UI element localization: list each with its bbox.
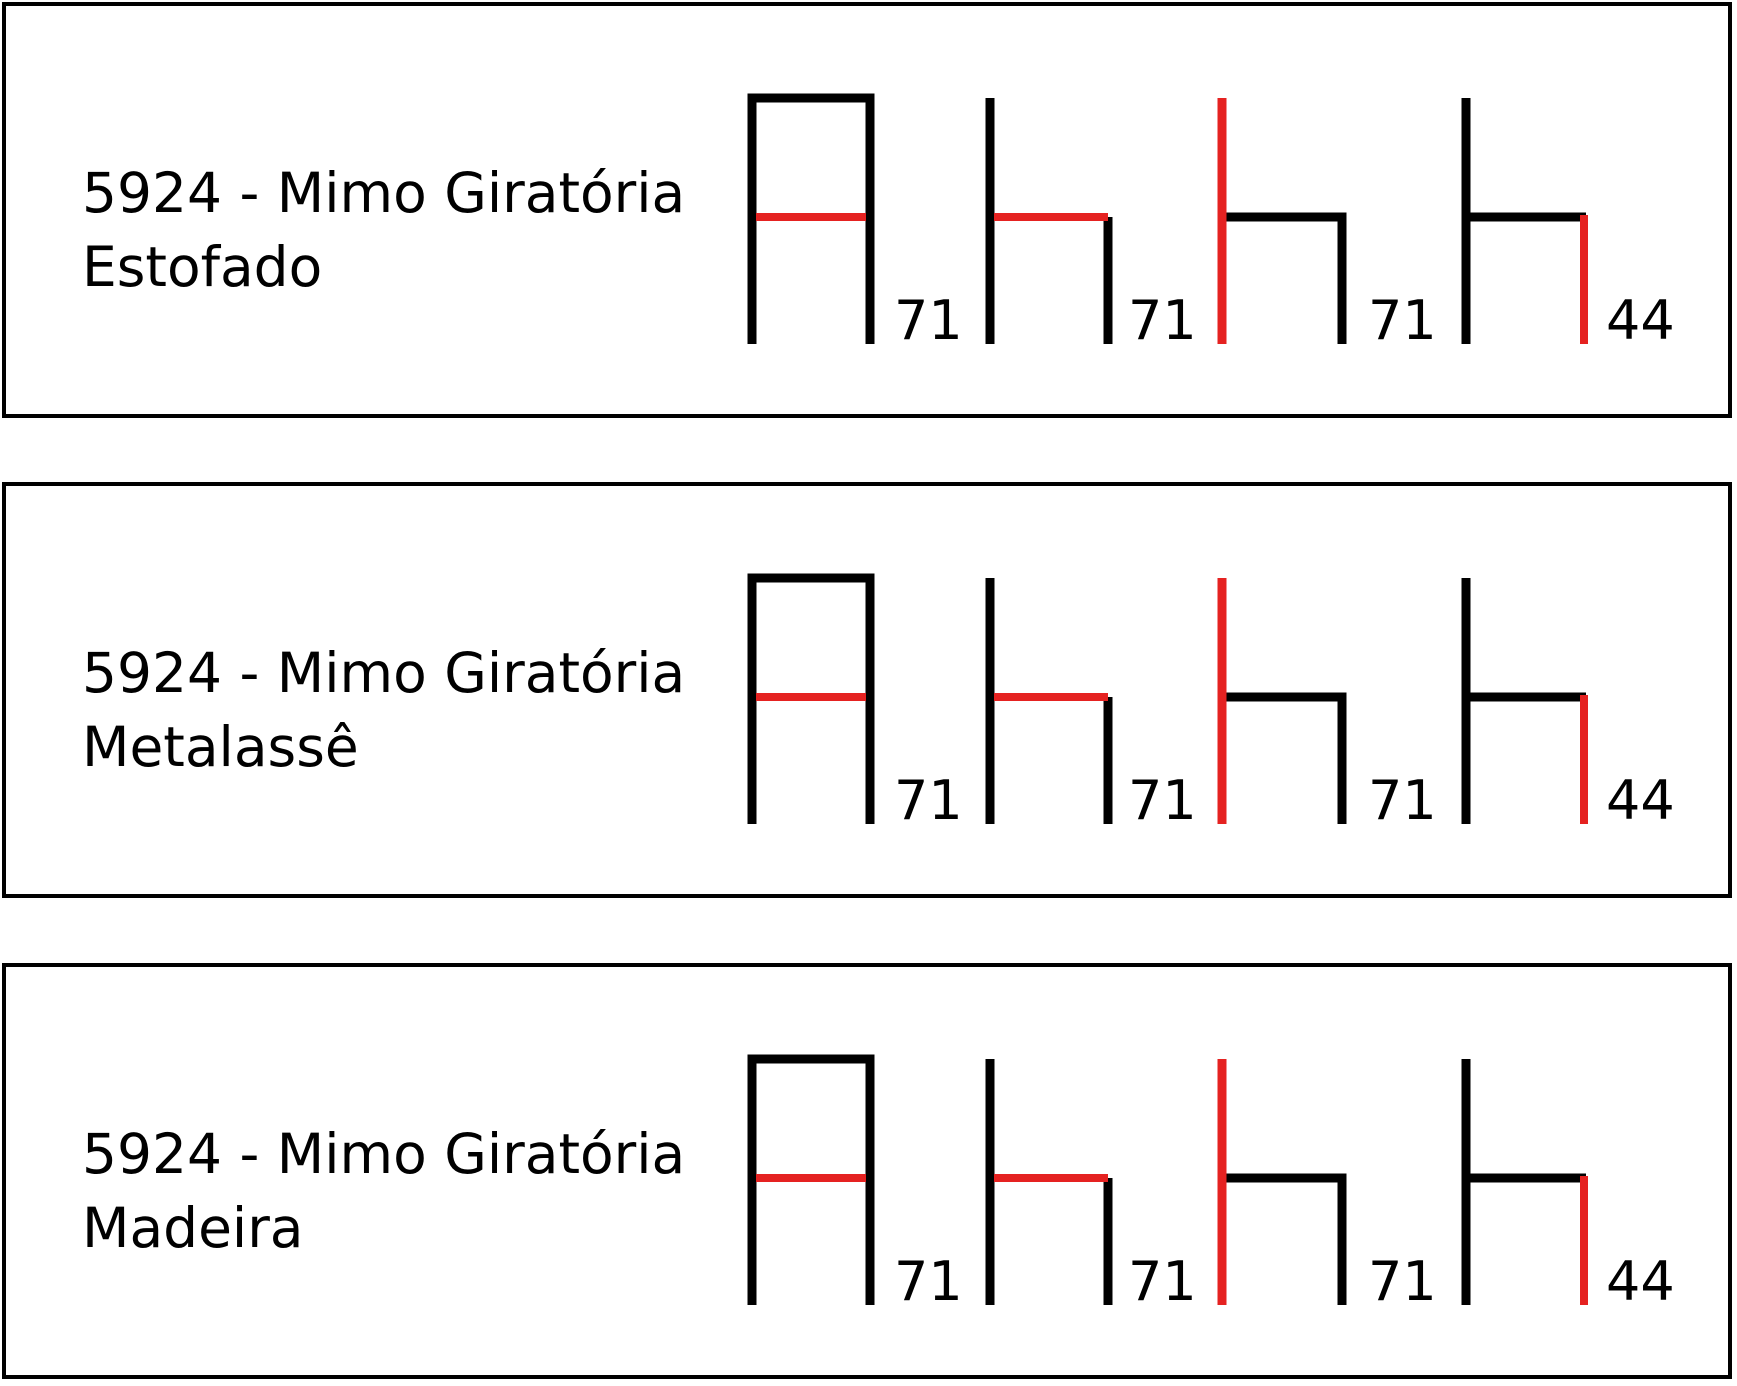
product-title: 5924 - Mimo Giratória Madeira [82,1117,685,1265]
chair-frame [1225,1173,1347,1305]
chair-frame [1225,212,1347,344]
height-dimension: 44 [1606,289,1675,352]
chair-side-view-front-leg: 44 [1461,98,1675,352]
height-dimension: 71 [1368,289,1437,352]
chair-frame [1461,1059,1586,1305]
chair-side-view-backrest: 71 [1217,1059,1437,1313]
product-title: 5924 - Mimo Giratória Metalassê [82,636,685,784]
product-finish: Madeira [82,1196,304,1260]
chair-views: 71 71 71 44 [747,93,1675,352]
chair-frame [1461,578,1586,824]
product-name: 5924 - Mimo Giratória [82,1122,686,1186]
product-panel-madeira: 5924 - Mimo Giratória Madeira 71 71 71 4… [2,963,1732,1379]
height-dimension: 44 [1606,1250,1675,1313]
chair-front-view: 71 [747,573,963,832]
product-finish: Estofado [82,235,323,299]
chair-frame [1461,98,1586,344]
product-finish: Metalassê [82,715,359,779]
chair-frame [747,573,875,824]
product-name: 5924 - Mimo Giratória [82,641,686,705]
chair-side-view-seat: 71 [985,1059,1197,1313]
height-dimension: 71 [1368,769,1437,832]
height-dimension: 71 [894,289,963,352]
chair-views: 71 71 71 44 [747,1054,1675,1313]
chair-side-view-front-leg: 44 [1461,578,1675,832]
height-dimension: 71 [1128,769,1197,832]
chair-front-view: 71 [747,1054,963,1313]
chair-frame [747,93,875,344]
product-name: 5924 - Mimo Giratória [82,161,686,225]
height-dimension: 71 [894,1250,963,1313]
chair-side-view-backrest: 71 [1217,578,1437,832]
chair-side-view-seat: 71 [985,98,1197,352]
height-dimension: 71 [1128,289,1197,352]
product-title: 5924 - Mimo Giratória Estofado [82,156,685,304]
height-dimension: 71 [894,769,963,832]
product-panel-metalasse: 5924 - Mimo Giratória Metalassê 71 71 71… [2,482,1732,898]
product-panel-estofado: 5924 - Mimo Giratória Estofado 71 71 71 … [2,2,1732,418]
chair-frame [747,1054,875,1305]
chair-side-view-front-leg: 44 [1461,1059,1675,1313]
chair-front-view: 71 [747,93,963,352]
chair-views: 71 71 71 44 [747,573,1675,832]
height-dimension: 71 [1368,1250,1437,1313]
chair-side-view-backrest: 71 [1217,98,1437,352]
chair-side-view-seat: 71 [985,578,1197,832]
height-dimension: 44 [1606,769,1675,832]
height-dimension: 71 [1128,1250,1197,1313]
chair-frame [1225,692,1347,824]
